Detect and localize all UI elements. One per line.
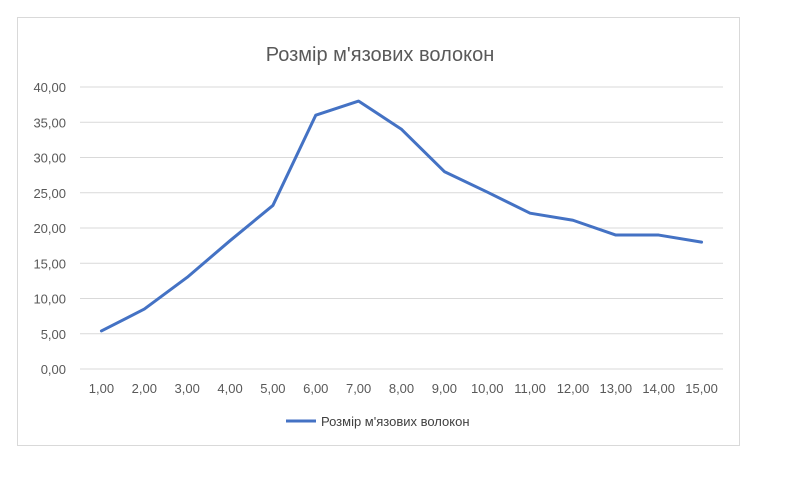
y-tick-label: 30,00: [33, 151, 66, 166]
x-tick-label: 1,00: [89, 381, 114, 396]
x-tick-label: 13,00: [600, 381, 633, 396]
x-tick-label: 8,00: [389, 381, 414, 396]
x-tick-label: 11,00: [514, 381, 546, 396]
x-tick-label: 2,00: [132, 381, 157, 396]
x-tick-label: 3,00: [175, 381, 200, 396]
legend-label: Розмір м'язових волокон: [321, 414, 470, 429]
y-tick-label: 5,00: [41, 327, 66, 342]
x-tick-label: 9,00: [432, 381, 457, 396]
y-tick-label: 10,00: [33, 292, 66, 307]
y-tick-label: 35,00: [33, 115, 66, 130]
gridlines: [80, 86, 723, 370]
y-tick-label: 0,00: [41, 362, 66, 377]
x-tick-label: 12,00: [557, 381, 590, 396]
x-tick-label: 5,00: [260, 381, 285, 396]
x-tick-label: 10,00: [471, 381, 504, 396]
x-tick-label: 6,00: [303, 381, 328, 396]
y-axis-ticks: 0,00 5,00 10,00 15,00 20,00 25,00 30,00 35,00 40…: [33, 80, 66, 377]
x-tick-label: 14,00: [642, 381, 675, 396]
x-axis-ticks: 1,00 2,00 3,00 4,00 5,00 6,00 7,00 8,00 9,00 10,0…: [89, 381, 718, 396]
y-tick-label: 15,00: [33, 256, 66, 271]
legend: Розмір м'язових волокон: [286, 414, 470, 429]
x-tick-label: 4,00: [217, 381, 242, 396]
x-tick-label: 15,00: [685, 381, 718, 396]
y-tick-label: 40,00: [33, 80, 66, 95]
x-tick-label: 7,00: [346, 381, 371, 396]
series-line: [99, 99, 704, 333]
y-tick-label: 20,00: [33, 221, 66, 236]
series-lines: [99, 99, 704, 333]
y-tick-label: 25,00: [33, 186, 66, 201]
chart-area: [17, 17, 740, 446]
chart-title: Розмір м'язових волокон: [266, 44, 494, 66]
